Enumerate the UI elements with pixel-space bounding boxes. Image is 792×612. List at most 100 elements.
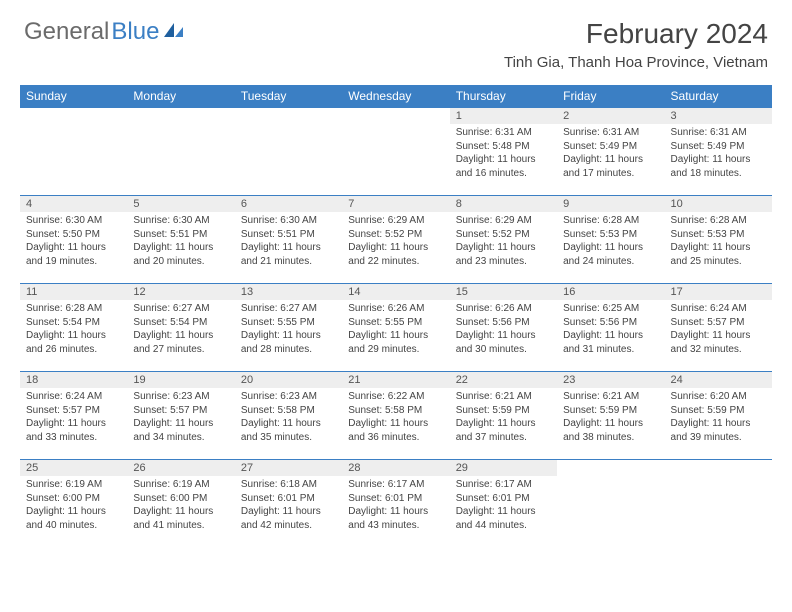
day-details: Sunrise: 6:28 AMSunset: 5:54 PMDaylight:… [20,300,127,360]
day-sunrise: Sunrise: 6:30 AM [26,214,121,228]
day-sunset: Sunset: 6:01 PM [456,492,551,506]
day-number: 26 [127,460,234,476]
day-number: 14 [342,284,449,300]
day-number: 13 [235,284,342,300]
day-daylight2: and 31 minutes. [563,343,658,357]
day-daylight2: and 44 minutes. [456,519,551,533]
day-daylight2: and 28 minutes. [241,343,336,357]
calendar-day-cell: 28Sunrise: 6:17 AMSunset: 6:01 PMDayligh… [342,460,449,548]
day-details: Sunrise: 6:19 AMSunset: 6:00 PMDaylight:… [20,476,127,536]
day-details: Sunrise: 6:31 AMSunset: 5:49 PMDaylight:… [557,124,664,184]
day-sunset: Sunset: 5:54 PM [26,316,121,330]
day-daylight2: and 24 minutes. [563,255,658,269]
sail-icon [163,18,185,46]
day-sunset: Sunset: 5:59 PM [671,404,766,418]
day-details: Sunrise: 6:27 AMSunset: 5:54 PMDaylight:… [127,300,234,360]
calendar-table: Sunday Monday Tuesday Wednesday Thursday… [20,85,772,548]
day-sunset: Sunset: 6:01 PM [241,492,336,506]
day-sunrise: Sunrise: 6:29 AM [348,214,443,228]
day-sunrise: Sunrise: 6:25 AM [563,302,658,316]
calendar-day-cell: 4 Sunrise: 6:30 AMSunset: 5:50 PMDaylight… [20,196,127,284]
calendar-day-cell: 11Sunrise: 6:28 AMSunset: 5:54 PMDayligh… [20,284,127,372]
day-daylight1: Daylight: 11 hours [26,505,121,519]
day-daylight2: and 33 minutes. [26,431,121,445]
col-monday: Monday [127,85,234,108]
day-daylight1: Daylight: 11 hours [241,241,336,255]
calendar-day-cell: 9Sunrise: 6:28 AMSunset: 5:53 PMDaylight… [557,196,664,284]
day-number [342,108,449,112]
calendar-day-cell [557,460,664,548]
day-number: 4 [20,196,127,212]
calendar-day-cell: 21Sunrise: 6:22 AMSunset: 5:58 PMDayligh… [342,372,449,460]
day-sunset: Sunset: 5:48 PM [456,140,551,154]
logo-text-general: General [24,18,109,46]
day-daylight1: Daylight: 11 hours [671,417,766,431]
day-number: 18 [20,372,127,388]
day-daylight2: and 39 minutes. [671,431,766,445]
day-daylight1: Daylight: 11 hours [348,329,443,343]
day-sunrise: Sunrise: 6:27 AM [133,302,228,316]
day-details: Sunrise: 6:23 AMSunset: 5:57 PMDaylight:… [127,388,234,448]
calendar-day-cell: 24Sunrise: 6:20 AMSunset: 5:59 PMDayligh… [665,372,772,460]
day-sunrise: Sunrise: 6:30 AM [241,214,336,228]
day-daylight2: and 30 minutes. [456,343,551,357]
day-number: 17 [665,284,772,300]
day-details: Sunrise: 6:26 AMSunset: 5:56 PMDaylight:… [450,300,557,360]
day-daylight1: Daylight: 11 hours [563,153,658,167]
day-daylight2: and 36 minutes. [348,431,443,445]
calendar-day-cell [342,108,449,196]
day-sunset: Sunset: 5:53 PM [563,228,658,242]
day-sunrise: Sunrise: 6:29 AM [456,214,551,228]
day-number [20,108,127,112]
day-sunrise: Sunrise: 6:31 AM [563,126,658,140]
day-daylight1: Daylight: 11 hours [133,505,228,519]
day-number: 28 [342,460,449,476]
day-number: 8 [450,196,557,212]
day-details: Sunrise: 6:22 AMSunset: 5:58 PMDaylight:… [342,388,449,448]
day-number: 9 [557,196,664,212]
day-sunset: Sunset: 5:50 PM [26,228,121,242]
day-daylight1: Daylight: 11 hours [133,329,228,343]
calendar-week-row: 1Sunrise: 6:31 AMSunset: 5:48 PMDaylight… [20,108,772,196]
day-sunrise: Sunrise: 6:18 AM [241,478,336,492]
day-daylight2: and 26 minutes. [26,343,121,357]
day-sunset: Sunset: 6:00 PM [133,492,228,506]
day-sunrise: Sunrise: 6:17 AM [348,478,443,492]
day-daylight2: and 37 minutes. [456,431,551,445]
calendar-day-cell: 23Sunrise: 6:21 AMSunset: 5:59 PMDayligh… [557,372,664,460]
calendar-day-cell: 20Sunrise: 6:23 AMSunset: 5:58 PMDayligh… [235,372,342,460]
day-daylight1: Daylight: 11 hours [26,241,121,255]
day-daylight1: Daylight: 11 hours [563,417,658,431]
day-sunrise: Sunrise: 6:21 AM [456,390,551,404]
col-tuesday: Tuesday [235,85,342,108]
day-daylight2: and 43 minutes. [348,519,443,533]
calendar-day-cell [20,108,127,196]
day-sunrise: Sunrise: 6:22 AM [348,390,443,404]
calendar-day-cell: 27Sunrise: 6:18 AMSunset: 6:01 PMDayligh… [235,460,342,548]
month-title: February 2024 [504,18,768,50]
day-sunset: Sunset: 5:59 PM [563,404,658,418]
day-details: Sunrise: 6:25 AMSunset: 5:56 PMDaylight:… [557,300,664,360]
day-daylight1: Daylight: 11 hours [456,329,551,343]
day-sunset: Sunset: 5:57 PM [26,404,121,418]
day-sunset: Sunset: 5:54 PM [133,316,228,330]
day-details: Sunrise: 6:17 AMSunset: 6:01 PMDaylight:… [450,476,557,536]
calendar-day-cell: 25Sunrise: 6:19 AMSunset: 6:00 PMDayligh… [20,460,127,548]
day-details: Sunrise: 6:17 AMSunset: 6:01 PMDaylight:… [342,476,449,536]
calendar-day-cell: 13Sunrise: 6:27 AMSunset: 5:55 PMDayligh… [235,284,342,372]
logo: GeneralBlue [24,18,185,46]
day-details: Sunrise: 6:31 AMSunset: 5:49 PMDaylight:… [665,124,772,184]
day-sunrise: Sunrise: 6:26 AM [348,302,443,316]
day-daylight1: Daylight: 11 hours [241,329,336,343]
day-sunset: Sunset: 5:59 PM [456,404,551,418]
day-daylight1: Daylight: 11 hours [456,153,551,167]
day-sunrise: Sunrise: 6:19 AM [133,478,228,492]
day-daylight1: Daylight: 11 hours [348,505,443,519]
logo-text-blue: Blue [111,18,159,46]
day-number: 1 [450,108,557,124]
calendar-day-cell: 26 Sunrise: 6:19 AMSunset: 6:00 PMDayligh… [127,460,234,548]
calendar-day-cell: 22Sunrise: 6:21 AMSunset: 5:59 PMDayligh… [450,372,557,460]
day-details: Sunrise: 6:31 AMSunset: 5:48 PMDaylight:… [450,124,557,184]
col-wednesday: Wednesday [342,85,449,108]
day-sunset: Sunset: 5:52 PM [348,228,443,242]
